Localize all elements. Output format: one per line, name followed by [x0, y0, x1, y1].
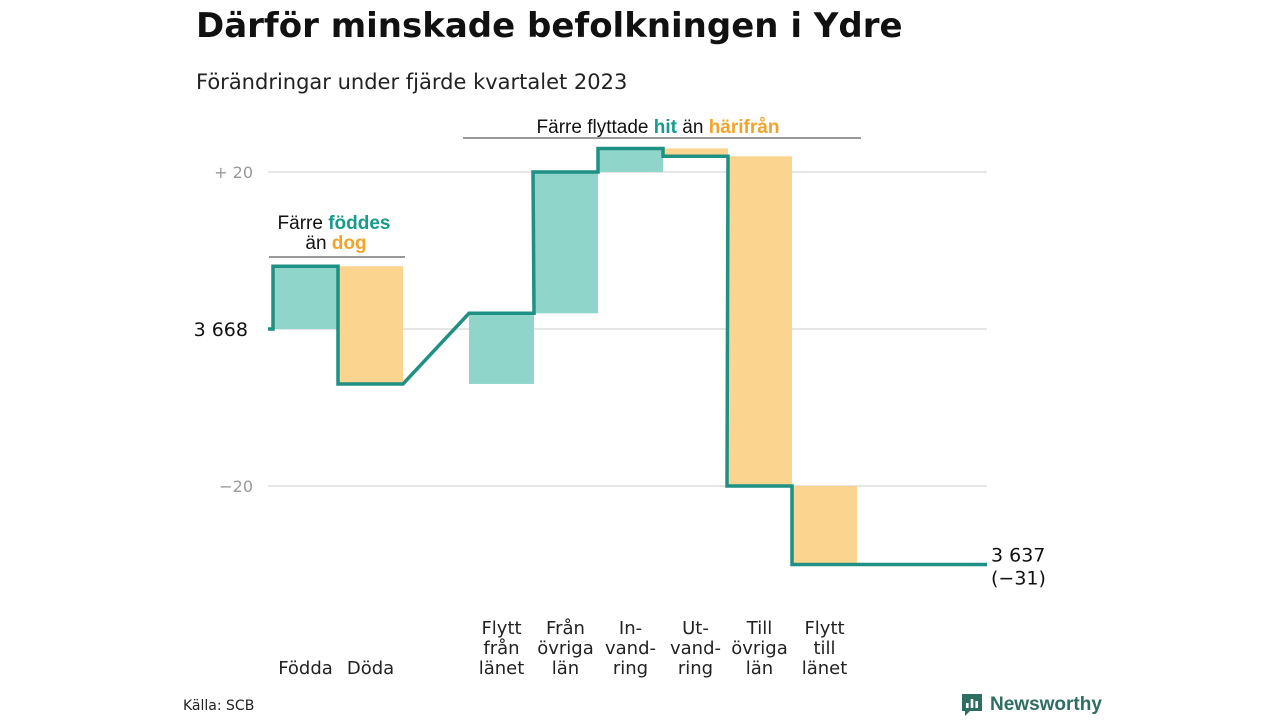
category-label: från — [483, 638, 519, 659]
category-label: ring — [678, 658, 713, 679]
bar-increase — [273, 266, 338, 329]
end-value-label: 3 637 — [991, 545, 1045, 567]
migration-annotation: Färre flyttade hit än härifrån — [537, 117, 780, 138]
bar-increase — [533, 172, 598, 314]
category-label: vand- — [670, 638, 721, 659]
category-label: Döda — [347, 658, 394, 679]
chart-subtitle: Förändringar under fjärde kvartalet 2023 — [196, 70, 628, 94]
y-tick-label: + 20 — [214, 163, 253, 182]
category-label: Från — [546, 618, 585, 639]
category-label: Ut- — [682, 618, 709, 639]
category-label: länet — [479, 658, 525, 679]
bar-decrease — [792, 486, 857, 565]
births-annotation-line1: Färre föddes — [278, 213, 391, 234]
category-label: ring — [613, 658, 648, 679]
category-label: Födda — [278, 658, 333, 679]
category-label: län — [746, 658, 773, 679]
bar-decrease — [338, 266, 403, 384]
births-annotation-line2: än dog — [305, 233, 366, 254]
category-label: Flytt — [804, 618, 844, 639]
category-label: länet — [802, 658, 848, 679]
category-label: Flytt — [481, 618, 521, 639]
bar-chart-logo-icon — [962, 694, 982, 716]
category-label: Till — [746, 618, 772, 639]
brand-name: Newsworthy — [990, 694, 1102, 715]
bar-increase — [469, 313, 534, 384]
bar-increase — [598, 148, 663, 172]
brand-logo: Newsworthy — [960, 692, 1102, 718]
population-step-line — [268, 146, 987, 567]
end-change-label: (−31) — [991, 568, 1046, 590]
y-tick-label: −20 — [219, 477, 253, 496]
category-label: övriga — [537, 638, 594, 659]
category-label: övriga — [731, 638, 788, 659]
start-value-label: 3 668 — [194, 319, 248, 341]
category-label: till — [813, 638, 835, 659]
category-label: vand- — [605, 638, 656, 659]
category-label: In- — [619, 618, 642, 639]
chart-title: Därför minskade befolkningen i Ydre — [196, 6, 903, 46]
source-note: Källa: SCB — [183, 698, 255, 714]
bar-decrease — [727, 156, 792, 487]
bar-decrease — [663, 148, 728, 157]
category-label: län — [552, 658, 579, 679]
